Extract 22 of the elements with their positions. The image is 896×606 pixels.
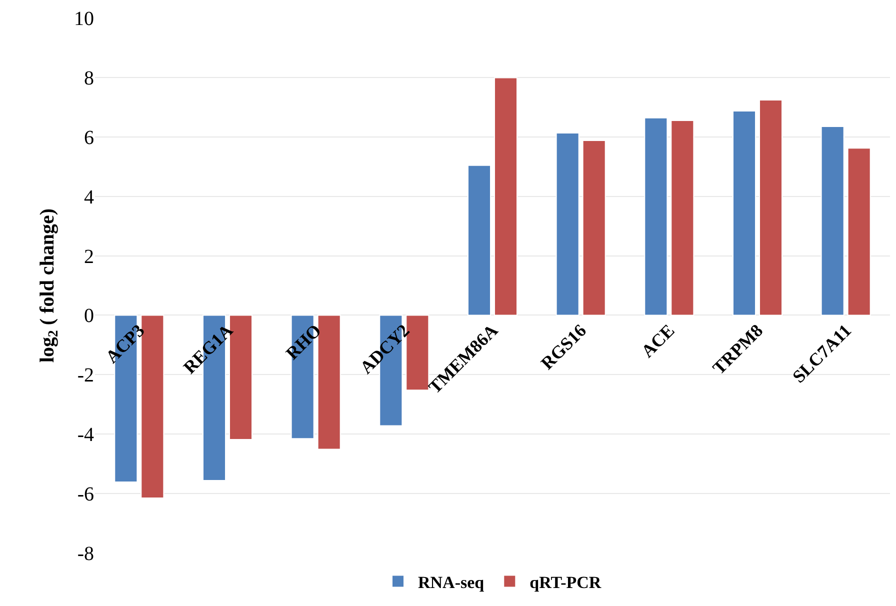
y-tick-label: 10 — [74, 8, 94, 30]
y-tick-label: -8 — [77, 543, 94, 565]
bar — [670, 120, 694, 316]
bar — [847, 148, 871, 316]
y-tick-label: -2 — [77, 364, 94, 387]
y-tick-label: 6 — [84, 126, 94, 149]
bar — [758, 100, 783, 316]
bar — [732, 110, 756, 316]
bar — [556, 132, 580, 316]
y-tick-label: -4 — [77, 424, 94, 446]
bar — [467, 164, 492, 316]
y-tick-label: 8 — [84, 67, 94, 90]
bar — [644, 117, 668, 316]
y-tick-label: 4 — [84, 186, 94, 208]
y-tick-label: 2 — [84, 246, 94, 268]
bar — [820, 126, 844, 316]
legend-label: RNA-seq — [418, 572, 485, 592]
legend-label: qRT-PCR — [530, 572, 602, 592]
y-tick-label: -6 — [77, 484, 94, 506]
y-tick-label: 0 — [84, 305, 94, 328]
bar — [494, 77, 518, 316]
bar — [582, 140, 606, 316]
